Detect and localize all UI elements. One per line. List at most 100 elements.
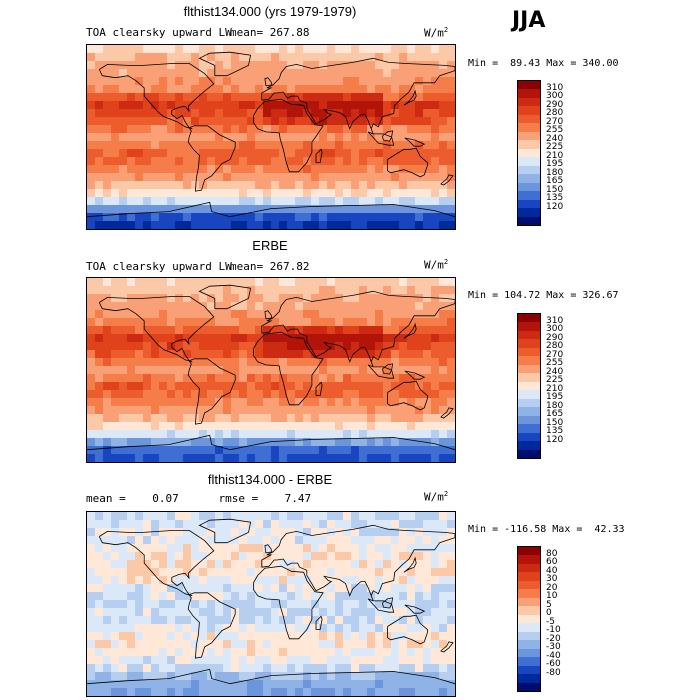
map-cell (415, 213, 424, 222)
map-cell (423, 374, 432, 383)
map-cell (255, 454, 264, 462)
map-cell (215, 382, 224, 391)
map-cell (447, 294, 455, 303)
map-cell (199, 334, 208, 343)
map-cell (311, 45, 320, 54)
map-cell (295, 310, 304, 319)
map-cell (375, 438, 384, 447)
map-cell (183, 133, 192, 142)
map-cell (287, 568, 296, 577)
map-cell (247, 69, 256, 78)
map-cell (207, 157, 216, 166)
map-cell (87, 422, 96, 431)
map-cell (159, 189, 168, 198)
map-cell (351, 101, 360, 110)
map-cell (143, 342, 152, 351)
map-cell (295, 366, 304, 375)
map-cell (191, 406, 200, 415)
map-cell (383, 382, 392, 391)
map-cell (311, 310, 320, 319)
map-cell (447, 454, 455, 462)
map-cell (127, 616, 136, 625)
map-cell (327, 69, 336, 78)
map-cell (407, 414, 416, 423)
map-cell (247, 149, 256, 158)
map-cell (399, 688, 408, 696)
coastline (315, 615, 323, 630)
map-cell (271, 648, 280, 657)
map-cell (351, 528, 360, 537)
map-cell (135, 608, 144, 617)
colorbar-tick-label: 10 (546, 591, 558, 602)
map-cell (191, 560, 200, 569)
colorbar-tick-label: 310 (546, 82, 564, 93)
map-cell (191, 117, 200, 126)
map-cell (143, 109, 152, 118)
colorbar-tick-label: 195 (546, 392, 564, 403)
map-cell (255, 560, 264, 569)
map-cell (359, 342, 368, 351)
map-cell (239, 53, 248, 62)
map-cell (399, 350, 408, 359)
map-cell (375, 334, 384, 343)
map-cell (175, 318, 184, 327)
map-cell (135, 109, 144, 118)
colorbar-segment (518, 572, 540, 581)
map-cell (335, 318, 344, 327)
map-cell (143, 616, 152, 625)
map-cell (103, 358, 112, 367)
map-cell (311, 544, 320, 553)
map-cell (247, 334, 256, 343)
map-cell (143, 446, 152, 455)
map-cell (127, 576, 136, 585)
map-cell (391, 109, 400, 118)
colorbar-tick-label: -40 (546, 650, 561, 661)
map-cell (175, 53, 184, 62)
panel2-colorbar (517, 313, 541, 459)
map-cell (199, 624, 208, 633)
map-cell (351, 406, 360, 415)
map-cell (103, 286, 112, 295)
map-cell (415, 181, 424, 190)
map-cell (183, 165, 192, 174)
map-cell (447, 141, 455, 150)
map-cell (127, 326, 136, 335)
coastline (253, 331, 324, 406)
map-cell (295, 149, 304, 158)
map-cell (279, 672, 288, 681)
map-cell (159, 512, 168, 521)
map-cell (271, 101, 280, 110)
map-cell (223, 374, 232, 383)
map-cell (191, 69, 200, 78)
map-cell (199, 536, 208, 545)
map-cell (415, 600, 424, 609)
map-cell (151, 342, 160, 351)
map-cell (295, 422, 304, 431)
map-cell (263, 157, 272, 166)
map-cell (431, 302, 440, 311)
map-cell (447, 672, 455, 681)
map-cell (255, 688, 264, 696)
map-cell (207, 608, 216, 617)
map-cell (207, 446, 216, 455)
map-cell (239, 366, 248, 375)
coastline (404, 370, 426, 380)
map-cell (207, 584, 216, 593)
map-cell (95, 45, 104, 54)
map-cell (215, 552, 224, 561)
map-cell (319, 117, 328, 126)
map-cell (239, 157, 248, 166)
map-cell (287, 512, 296, 521)
map-cell (279, 688, 288, 696)
map-cell (143, 310, 152, 319)
map-cell (295, 302, 304, 311)
map-cell (167, 576, 176, 585)
map-cell (319, 680, 328, 689)
map-cell (255, 366, 264, 375)
map-cell (343, 61, 352, 70)
map-cell (375, 544, 384, 553)
map-cell (191, 374, 200, 383)
map-cell (95, 584, 104, 593)
map-cell (135, 438, 144, 447)
map-cell (287, 213, 296, 222)
